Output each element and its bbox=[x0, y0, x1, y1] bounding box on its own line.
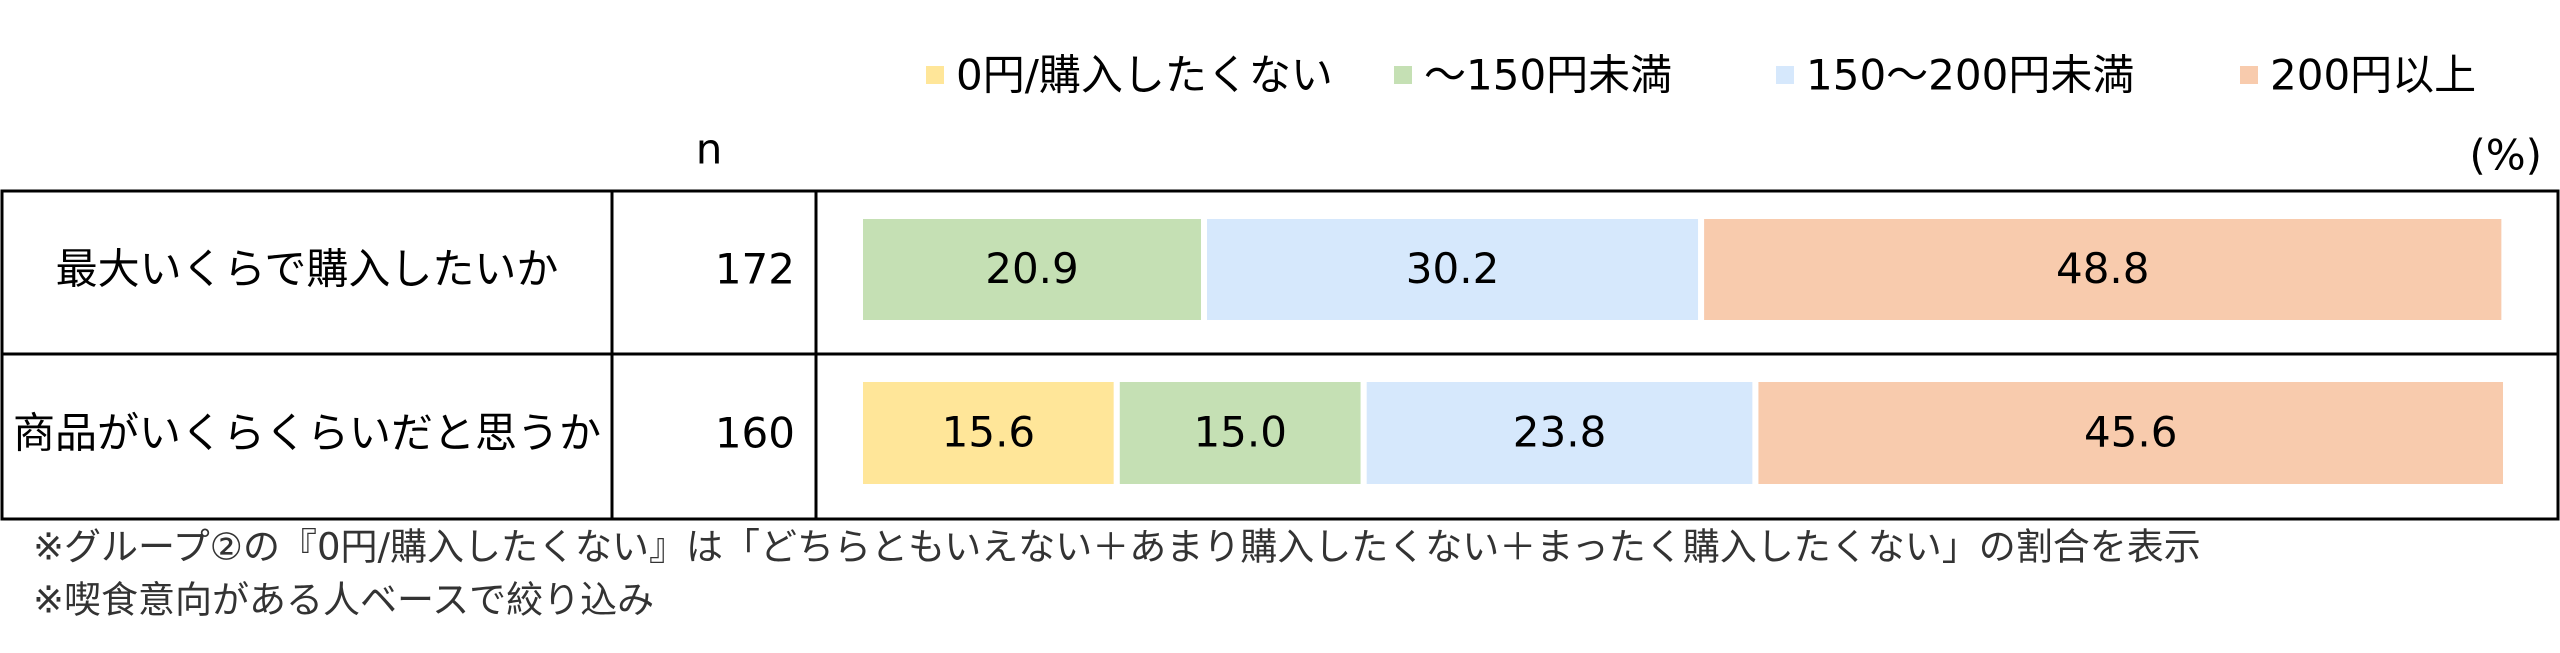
bar-segment bbox=[1698, 213, 2508, 326]
value-label: 15.0 bbox=[1193, 408, 1287, 457]
value-label: 48.8 bbox=[2056, 244, 2150, 293]
bar-segment bbox=[1201, 213, 1705, 326]
row-label: 最大いくらで購入したいか bbox=[56, 245, 559, 294]
bar-segment bbox=[1752, 376, 2509, 490]
row-label: 商品がいくらくらいだと思うか bbox=[13, 409, 601, 458]
legend-swatch bbox=[1776, 66, 1794, 84]
legend-label: 150～200円未満 bbox=[1806, 51, 2134, 100]
footnote: ※グループ②の『0円/購入したくない』は「どちらともいえない＋あまり購入したくな… bbox=[33, 526, 2201, 569]
value-label: 15.6 bbox=[942, 408, 1036, 457]
legend-swatch bbox=[1394, 66, 1412, 84]
unit-label: (%) bbox=[2469, 131, 2542, 180]
legend-swatch bbox=[926, 66, 944, 84]
n-value: 172 bbox=[715, 245, 795, 294]
bar-segment bbox=[857, 213, 1208, 326]
bar-segment bbox=[1113, 376, 1367, 490]
value-label: 23.8 bbox=[1513, 408, 1607, 457]
value-label: 45.6 bbox=[2084, 408, 2178, 457]
legend-label: 0円/購入したくない bbox=[956, 51, 1333, 100]
legend-label: 200円以上 bbox=[2270, 51, 2476, 100]
n-header: n bbox=[696, 125, 723, 174]
value-label: 30.2 bbox=[1406, 244, 1500, 293]
bar-segment bbox=[857, 376, 1120, 490]
bar-segment bbox=[1360, 376, 1759, 490]
footnote: ※喫食意向がある人ベースで絞り込み bbox=[33, 579, 654, 622]
value-label: 20.9 bbox=[985, 244, 1079, 293]
legend-label: ～150円未満 bbox=[1424, 51, 1672, 100]
legend-swatch bbox=[2240, 66, 2258, 84]
n-value: 160 bbox=[715, 409, 795, 458]
table-frame bbox=[0, 189, 2560, 521]
